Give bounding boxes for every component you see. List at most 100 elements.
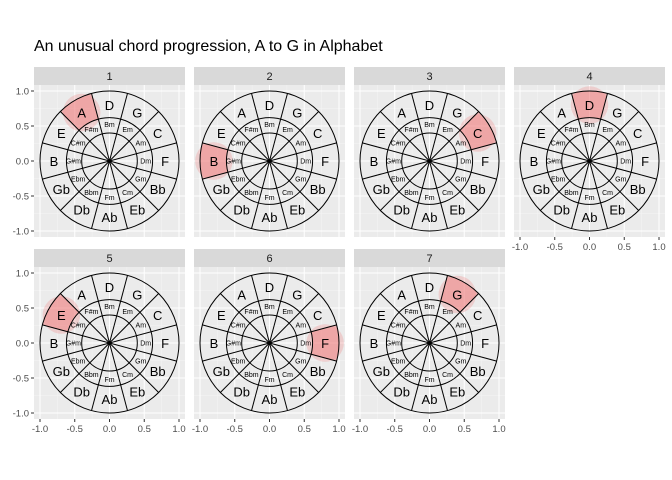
sector-boundary xyxy=(429,160,479,211)
y-tick-label: -0.5 xyxy=(13,192,29,203)
inner-ring-circle xyxy=(401,132,458,190)
major-chord-label: D xyxy=(105,280,114,295)
sector-boundary xyxy=(269,342,337,362)
sector-boundary xyxy=(202,324,270,344)
sector-boundary xyxy=(60,111,110,162)
x-tick-label: -1.0 xyxy=(512,242,528,253)
y-tick-label: -1.0 xyxy=(13,227,29,238)
facet-strip xyxy=(354,67,505,85)
facet-strip-label: 3 xyxy=(426,71,432,83)
minor-chord-label: G#m xyxy=(386,159,401,166)
major-chord-label: D xyxy=(585,98,594,113)
minor-chord-label: C#m xyxy=(391,322,406,329)
sector-boundary xyxy=(522,142,590,162)
major-chord-label: C xyxy=(473,308,482,323)
minor-chord-label: Gm xyxy=(455,359,466,366)
sector-boundary xyxy=(380,293,430,344)
major-chord-label: E xyxy=(377,308,386,323)
major-chord-label: C xyxy=(633,126,642,141)
major-chord-label: G xyxy=(452,288,462,303)
minor-chord-label: Am xyxy=(456,140,467,147)
x-tick-label: -0.5 xyxy=(387,424,403,435)
sector-boundary xyxy=(380,111,430,162)
minor-chord-label: Am xyxy=(616,140,627,147)
major-chord-label: Bb xyxy=(630,182,646,197)
sector-boundary xyxy=(109,293,159,344)
sector-boundary xyxy=(109,93,128,162)
major-chord-label: A xyxy=(397,106,406,121)
minor-chord-label: C#m xyxy=(551,140,566,147)
sector-boundary xyxy=(269,142,337,162)
major-chord-label: D xyxy=(105,98,114,113)
sector-boundary xyxy=(220,342,270,393)
minor-chord-label: C#m xyxy=(231,140,246,147)
x-tick-label: 0.5 xyxy=(458,424,471,435)
major-chord-label: Db xyxy=(393,202,410,217)
major-chord-label: Gb xyxy=(213,364,230,379)
sector-boundary xyxy=(589,142,657,162)
minor-chord-label: Dm xyxy=(300,341,311,348)
sector-boundary xyxy=(429,293,479,344)
y-tick-label: 0.0 xyxy=(16,339,29,350)
major-chord-label: E xyxy=(57,126,66,141)
minor-chord-label: G#m xyxy=(226,159,241,166)
sector-boundary xyxy=(571,93,590,162)
major-chord-label: Ab xyxy=(102,392,118,407)
inner-ring-circle xyxy=(401,314,458,372)
sector-boundary xyxy=(429,142,497,162)
major-chord-label: B xyxy=(50,154,59,169)
sector-boundary xyxy=(269,293,319,344)
sector-boundary xyxy=(589,160,639,211)
inner-ring-circle xyxy=(81,132,138,190)
minor-chord-label: Gm xyxy=(135,177,146,184)
major-chord-label: C xyxy=(313,308,322,323)
facet-strip xyxy=(194,249,345,267)
minor-chord-label: Dm xyxy=(300,159,311,166)
highlight-marker xyxy=(306,324,344,362)
major-chord-label: Bb xyxy=(470,364,486,379)
minor-chord-label: Fm xyxy=(584,195,594,202)
highlight-marker xyxy=(195,142,233,180)
sector-boundary xyxy=(380,160,430,211)
minor-chord-label: Cm xyxy=(442,190,453,197)
major-chord-label: Db xyxy=(393,384,410,399)
highlighted-chord-sector xyxy=(459,111,497,150)
facet-strip-label: 1 xyxy=(106,71,112,83)
y-tick-label: 0.5 xyxy=(16,304,29,315)
major-chord-label: E xyxy=(217,308,226,323)
sector-boundary xyxy=(269,324,337,344)
minor-chord-label: Am xyxy=(456,322,467,329)
minor-chord-label: Cm xyxy=(282,190,293,197)
minor-chord-label: Ebm xyxy=(391,359,406,366)
x-tick-label: -0.5 xyxy=(227,424,243,435)
chart-title: An unusual chord progression, A to G in … xyxy=(34,38,383,55)
minor-chord-label: Dm xyxy=(460,159,471,166)
minor-chord-label: Fm xyxy=(424,195,434,202)
facet-strip-label: 5 xyxy=(106,253,112,265)
minor-chord-label: Bbm xyxy=(244,372,259,379)
minor-chord-label: Fm xyxy=(104,195,114,202)
outer-ring-circle xyxy=(39,272,180,414)
minor-chord-label: Bm xyxy=(424,304,435,311)
facet-strip-label: 7 xyxy=(426,253,432,265)
x-tick-label: -0.5 xyxy=(67,424,83,435)
major-chord-label: Bb xyxy=(150,182,166,197)
major-chord-label: Db xyxy=(73,384,90,399)
sector-boundary xyxy=(429,342,497,362)
major-chord-label: Eb xyxy=(449,202,465,217)
major-chord-label: A xyxy=(77,106,86,121)
sector-boundary xyxy=(540,160,590,211)
sector-boundary xyxy=(251,342,270,411)
major-chord-label: B xyxy=(50,336,59,351)
minor-chord-label: Cm xyxy=(442,372,453,379)
minor-chord-label: Gm xyxy=(615,177,626,184)
major-chord-label: D xyxy=(265,98,274,113)
sector-boundary xyxy=(522,160,590,180)
sector-boundary xyxy=(362,160,430,180)
minor-chord-label: Fm xyxy=(264,377,274,384)
major-chord-label: Gb xyxy=(213,182,230,197)
middle-ring-circle xyxy=(385,299,474,387)
major-chord-label: F xyxy=(161,336,169,351)
